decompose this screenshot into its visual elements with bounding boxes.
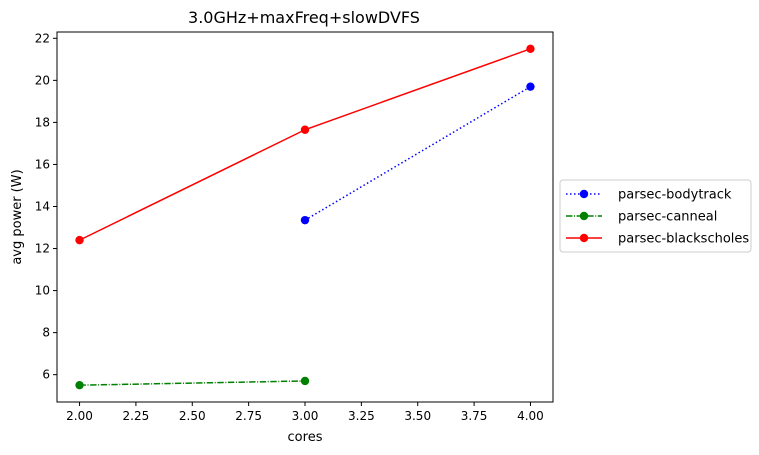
x-tick-label: 3.75 — [461, 409, 488, 423]
y-tick-label: 10 — [35, 284, 50, 298]
y-axis: 6 8 10 12 14 16 18 20 22 — [35, 31, 57, 382]
x-tick-label: 2.00 — [66, 409, 93, 423]
plot-area — [75, 44, 535, 390]
data-point-parsec-bodytrack — [526, 82, 535, 91]
series-line-parsec-canneal — [79, 380, 306, 386]
data-point-parsec-canneal — [300, 376, 310, 386]
chart-title: 3.0GHz+maxFreq+slowDVFS — [188, 8, 420, 27]
legend-label: parsec-canneal — [618, 210, 717, 225]
x-tick-label: 3.50 — [404, 409, 431, 423]
y-tick-label: 8 — [42, 326, 50, 340]
data-point-parsec-canneal — [75, 380, 84, 390]
y-axis-label: avg power (W) — [10, 169, 25, 264]
series-line-parsec-bodytrack — [304, 86, 531, 221]
data-point-parsec-blackscholes — [526, 44, 535, 54]
data-point-parsec-blackscholes — [300, 125, 310, 134]
x-axis-label: cores — [288, 430, 323, 445]
legend-marker-parsec-canneal — [579, 211, 589, 221]
legend-label: parsec-bodytrack — [618, 188, 732, 203]
data-point-parsec-blackscholes — [75, 235, 84, 245]
x-tick-label: 2.25 — [123, 409, 150, 423]
y-tick-label: 16 — [35, 157, 50, 171]
y-tick-label: 6 — [42, 368, 50, 382]
legend-marker-parsec-blackscholes — [579, 233, 589, 243]
y-tick-label: 12 — [35, 242, 50, 256]
data-point-parsec-bodytrack — [300, 215, 310, 225]
legend-frame — [559, 179, 752, 253]
x-tick-label: 3.25 — [348, 409, 375, 423]
y-tick-label: 20 — [35, 73, 50, 87]
y-tick-label: 18 — [35, 115, 50, 129]
legend-marker-parsec-bodytrack — [579, 189, 589, 199]
y-tick-label: 14 — [35, 199, 50, 213]
legend: parsec-bodytrack parsec-canneal parsec-bla… — [559, 179, 752, 253]
y-tick-label: 22 — [35, 31, 50, 45]
x-tick-label: 4.00 — [517, 409, 544, 423]
x-tick-label: 3.00 — [292, 409, 319, 423]
x-tick-label: 2.50 — [179, 409, 206, 423]
x-axis: 2.00 2.25 2.50 2.75 3.00 3.25 3.50 3.75 4.00 — [66, 402, 544, 423]
x-tick-label: 2.75 — [235, 409, 262, 423]
legend-label: parsec-blackscholes — [618, 232, 749, 247]
series-line-parsec-blackscholes — [79, 48, 531, 241]
